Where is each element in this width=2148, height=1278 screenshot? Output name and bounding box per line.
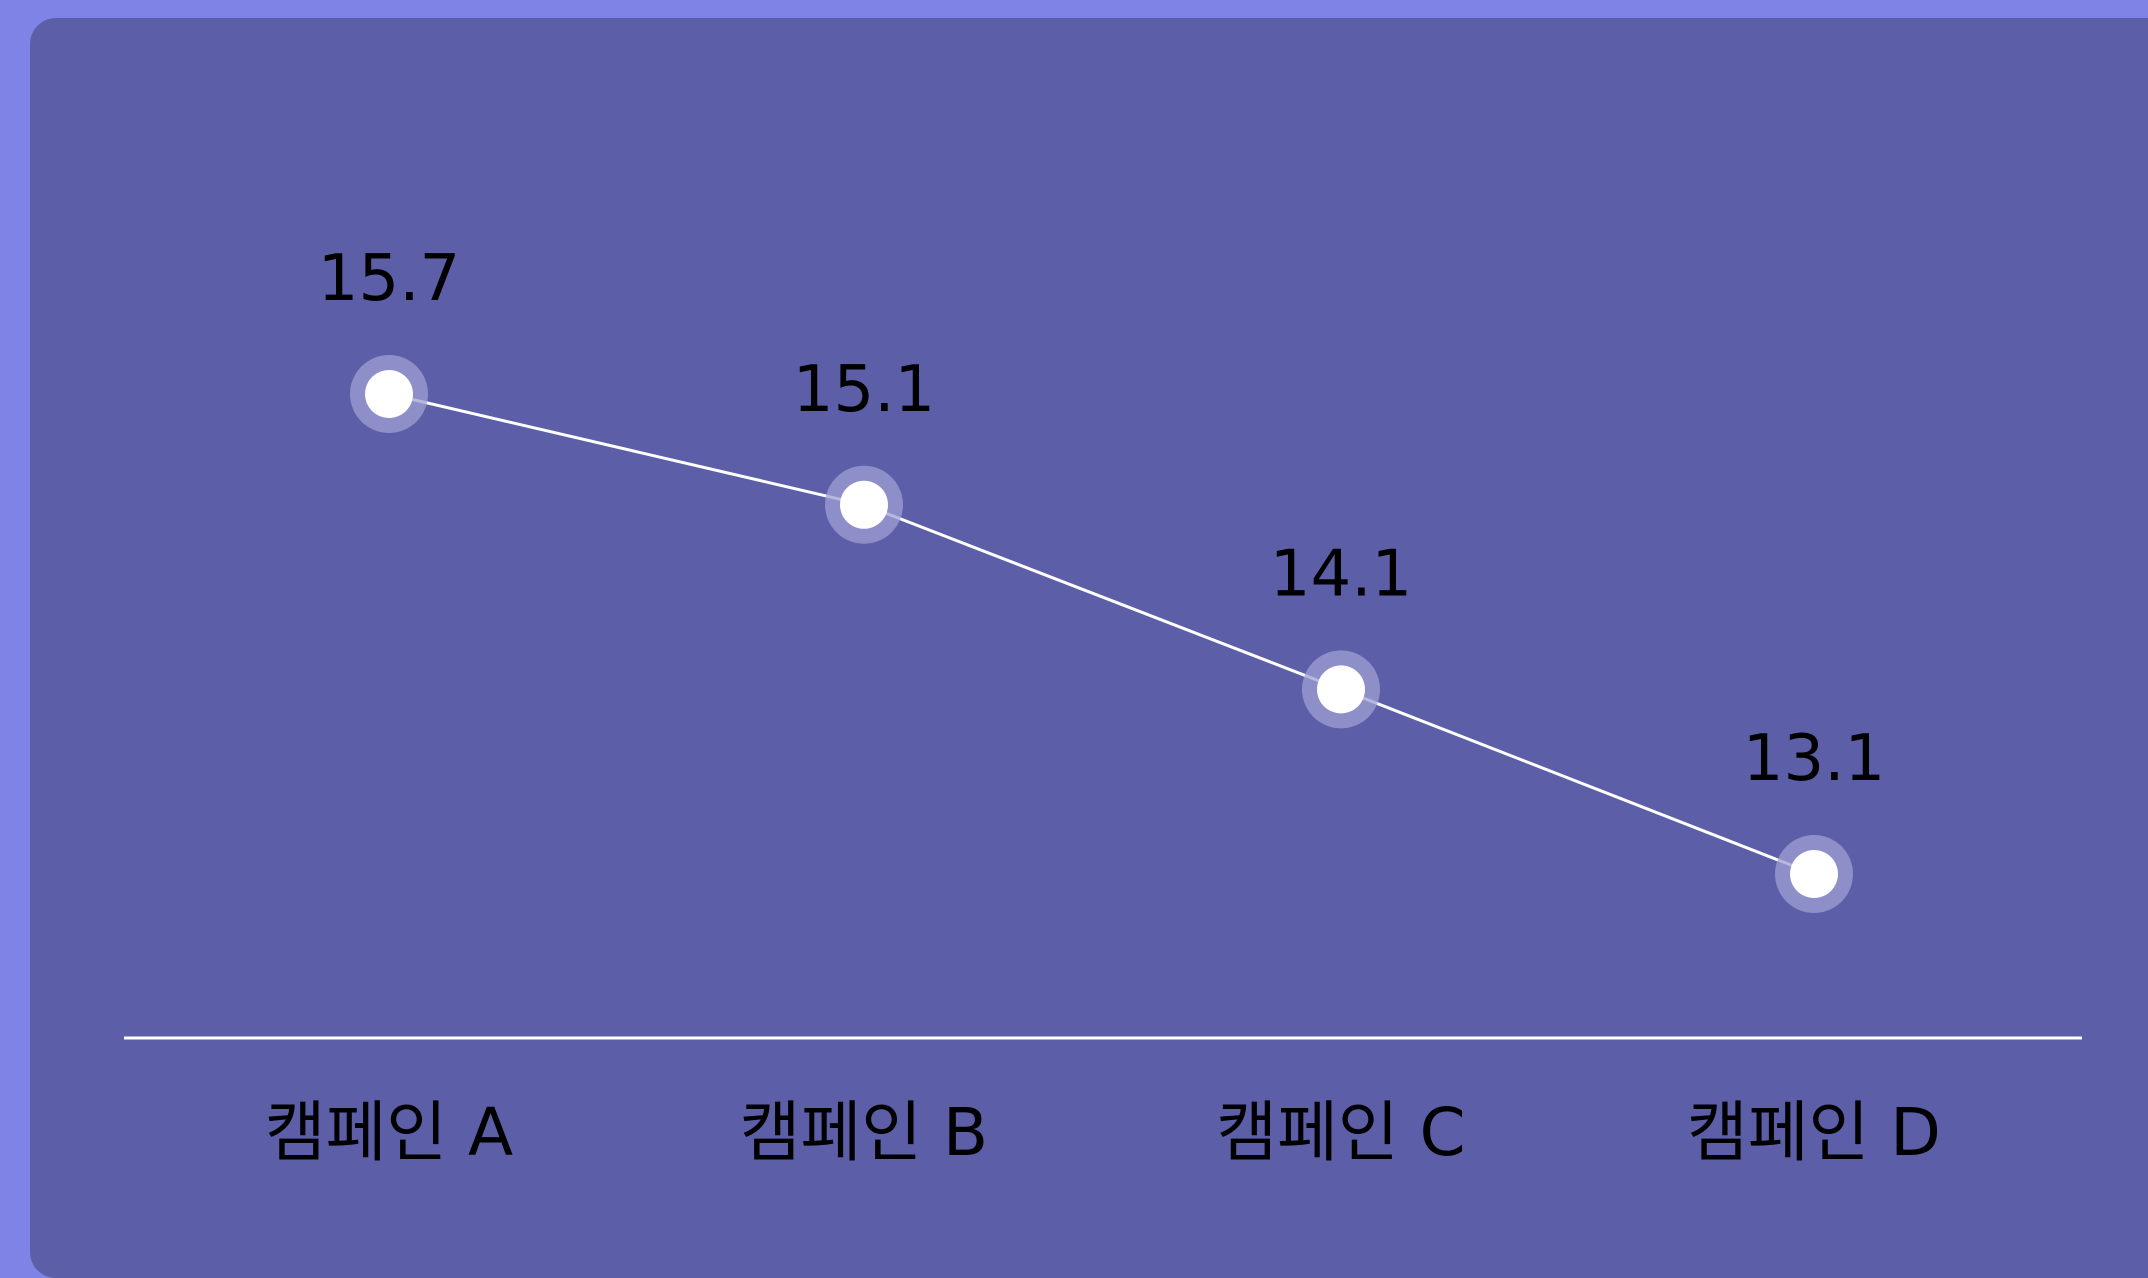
data-label: 15.1 [793, 353, 936, 427]
x-axis-ticks: 캠페인 A 캠페인 B 캠페인 C 캠페인 D [265, 1094, 1941, 1171]
series-group: 15.7 15.1 14.1 13.1 [318, 242, 1886, 913]
data-label: 13.1 [1743, 722, 1886, 796]
data-label: 14.1 [1270, 537, 1413, 611]
series-line [388, 392, 1815, 876]
data-point[interactable] [1317, 665, 1365, 714]
x-tick-label: 캠페인 A [265, 1094, 513, 1171]
data-point[interactable] [1790, 850, 1838, 898]
x-tick-label: 캠페인 C [1216, 1094, 1465, 1171]
chart-panel [30, 18, 2148, 1278]
x-tick-label: 캠페인 B [740, 1094, 988, 1171]
x-tick-label: 캠페인 D [1687, 1094, 1941, 1171]
data-point[interactable] [365, 370, 413, 418]
data-label: 15.7 [318, 242, 461, 316]
data-point[interactable] [840, 480, 888, 529]
